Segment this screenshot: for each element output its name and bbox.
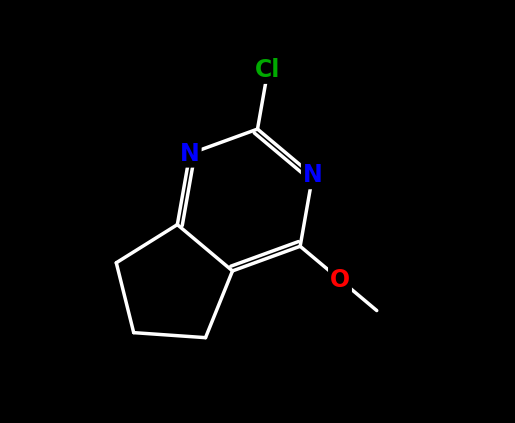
Text: O: O xyxy=(330,268,350,292)
Text: Cl: Cl xyxy=(255,58,281,82)
Text: N: N xyxy=(303,163,322,187)
Text: N: N xyxy=(180,142,200,166)
